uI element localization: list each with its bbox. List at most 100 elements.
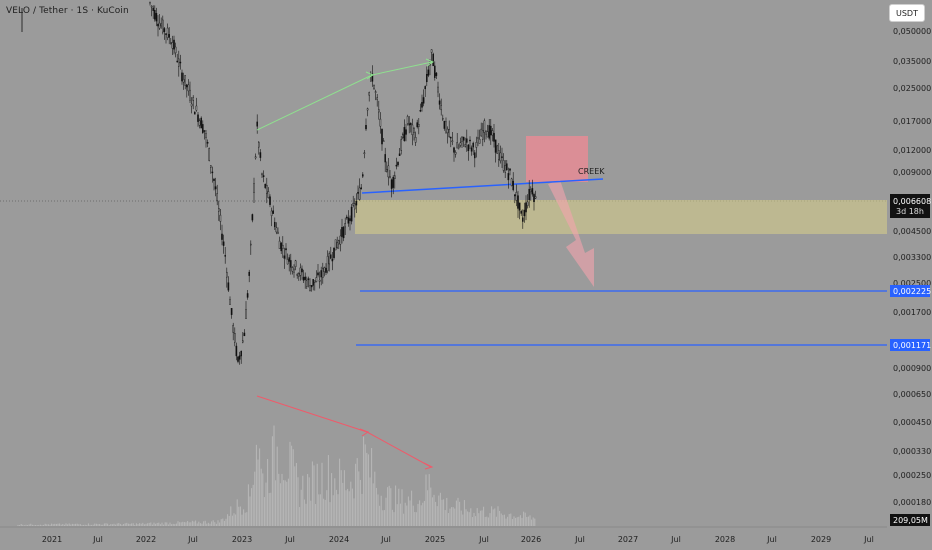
- volume-bar: [171, 524, 173, 526]
- volume-bar: [299, 507, 301, 526]
- level-badge-1[interactable]: [890, 285, 930, 297]
- volume-bar: [484, 516, 486, 526]
- volume-bar: [433, 494, 435, 526]
- volume-bar: [454, 508, 456, 526]
- candle-body: [275, 227, 278, 233]
- volume-bar: [75, 523, 77, 526]
- volume-bar: [59, 523, 61, 526]
- volume-bar: [151, 524, 153, 526]
- volume-bar: [532, 517, 534, 526]
- volume-bar: [356, 458, 358, 526]
- candle-body: [238, 355, 241, 360]
- candle-body: [293, 268, 295, 273]
- candle-body: [195, 105, 198, 111]
- candle-body: [193, 111, 196, 115]
- volume-bar: [113, 523, 115, 526]
- candle-body: [482, 130, 484, 140]
- volume-bar: [174, 524, 176, 526]
- volume-bar: [363, 436, 365, 526]
- candle-body: [426, 74, 428, 83]
- volume-bar: [118, 523, 120, 526]
- volume-bar: [65, 523, 67, 526]
- candle-body: [427, 69, 430, 76]
- candle-body: [512, 180, 514, 191]
- level-badge-2[interactable]: [890, 339, 930, 351]
- candle-body: [323, 267, 326, 272]
- candle-body: [397, 162, 399, 166]
- candle-body: [475, 142, 478, 148]
- time-axis[interactable]: [0, 527, 887, 550]
- current-price-badge[interactable]: [890, 194, 930, 218]
- volume-bar: [491, 506, 493, 526]
- candle-body: [413, 128, 415, 133]
- candle-body: [398, 153, 401, 156]
- volume-bar: [153, 522, 155, 526]
- volume-bar: [222, 518, 224, 526]
- volume-bar: [84, 524, 86, 526]
- volume-bar: [23, 525, 25, 526]
- x-tick-label: Jul: [574, 535, 585, 544]
- volume-bar: [246, 512, 248, 526]
- candle-body: [240, 350, 243, 357]
- candle-body: [290, 260, 292, 268]
- volume-bar: [99, 524, 101, 526]
- x-tick-label: 2021: [42, 535, 62, 544]
- volume-badge[interactable]: [890, 514, 930, 526]
- price-divergence-line[interactable]: [256, 61, 433, 131]
- volume-bar: [252, 484, 254, 526]
- candle-body: [224, 255, 227, 257]
- candle-body: [467, 144, 470, 151]
- volume-divergence-line[interactable]: [256, 395, 432, 468]
- x-tick-label: Jul: [478, 535, 489, 544]
- level-label-2: 0,001171: [893, 341, 931, 350]
- volume-bar: [531, 519, 533, 526]
- demand-zone[interactable]: [355, 200, 887, 234]
- divergence-arrowhead-2: [425, 58, 435, 67]
- volume-bar: [179, 522, 181, 526]
- candle-body: [232, 324, 235, 333]
- volume-bar: [446, 497, 448, 526]
- volume-bar: [145, 523, 147, 526]
- projection-arrow[interactable]: [548, 180, 594, 287]
- candle-body: [435, 72, 438, 76]
- creek-trendline[interactable]: [361, 178, 604, 194]
- candle-body: [522, 217, 524, 222]
- candle-body: [233, 333, 236, 343]
- volume-bar: [411, 490, 413, 526]
- volume-bar: [275, 480, 277, 526]
- volume-bar: [379, 505, 381, 526]
- volume-bar: [102, 524, 104, 526]
- y-tick-label: 0,009000: [893, 168, 931, 177]
- volume-bar: [483, 506, 485, 526]
- candle-body: [189, 89, 191, 101]
- volume-bar: [425, 474, 427, 526]
- candle-body: [285, 248, 287, 251]
- volume-bar: [235, 514, 237, 526]
- volume-bar: [127, 523, 129, 526]
- volume-bar: [441, 499, 443, 526]
- candle-body: [282, 244, 284, 249]
- volume-bar: [62, 524, 64, 526]
- volume-bar: [148, 522, 150, 526]
- candle-body: [310, 285, 313, 288]
- volume-bar: [414, 512, 416, 526]
- candle-body: [213, 178, 215, 181]
- candle-body: [355, 200, 358, 206]
- candle-body: [328, 253, 331, 265]
- candle-body: [341, 226, 343, 237]
- volume-bar: [321, 462, 323, 526]
- supply-zone[interactable]: [526, 136, 588, 182]
- volume-bar: [449, 508, 451, 526]
- candle-body: [181, 72, 183, 82]
- candle-body: [261, 173, 263, 176]
- y-tick-label: 0,000330: [893, 447, 931, 456]
- candle-body: [434, 65, 436, 78]
- volume-bar: [390, 488, 392, 526]
- candle-body: [208, 148, 211, 161]
- candle-body: [320, 270, 323, 278]
- volume-bar: [212, 520, 214, 526]
- volume-bar: [217, 520, 219, 526]
- currency-selector[interactable]: USDT: [889, 4, 925, 22]
